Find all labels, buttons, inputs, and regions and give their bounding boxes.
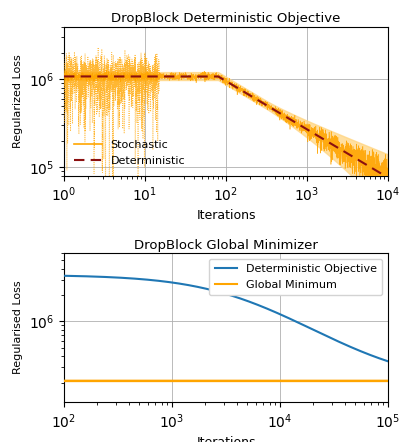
Title: DropBlock Deterministic Objective: DropBlock Deterministic Objective (111, 12, 341, 25)
Legend: Deterministic Objective, Global Minimum: Deterministic Objective, Global Minimum (209, 259, 382, 295)
X-axis label: Iterations: Iterations (196, 210, 256, 222)
X-axis label: Iterations: Iterations (196, 436, 256, 442)
Y-axis label: Regularised Loss: Regularised Loss (14, 281, 24, 374)
Title: DropBlock Global Minimizer: DropBlock Global Minimizer (134, 239, 318, 252)
Y-axis label: Regularized Loss: Regularized Loss (14, 54, 24, 148)
Legend: Stochastic, Deterministic: Stochastic, Deterministic (70, 136, 190, 170)
